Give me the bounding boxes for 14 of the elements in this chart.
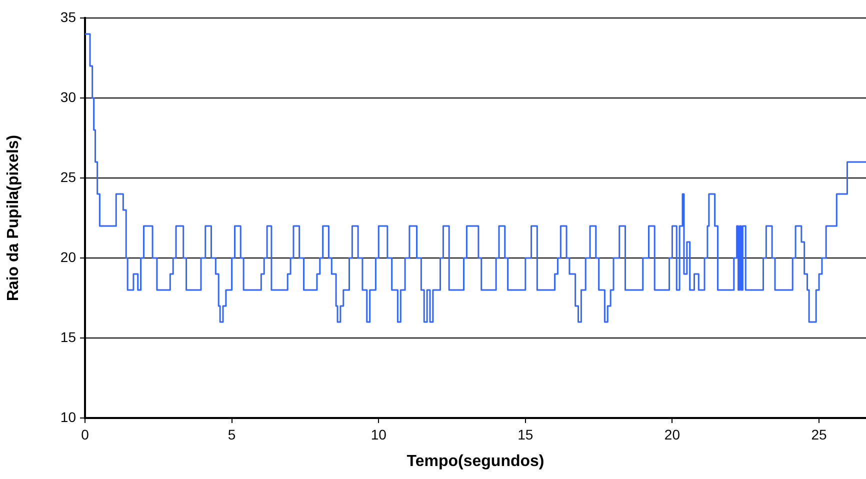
x-tick-label: 0 [81, 426, 90, 442]
y-tick-label: 25 [60, 168, 76, 185]
y-tick-label: 10 [60, 408, 76, 425]
x-tick-label: 20 [664, 426, 680, 442]
y-tick-label: 20 [60, 248, 76, 265]
x-tick-label: 10 [370, 426, 387, 442]
y-tick-label: 15 [60, 328, 76, 345]
y-tick-label: 30 [60, 88, 76, 105]
y-tick-label: 35 [60, 8, 76, 25]
x-axis-title: Tempo(segundos) [406, 452, 544, 470]
x-tick-label: 5 [228, 426, 236, 442]
x-tick-label: 15 [518, 426, 534, 442]
x-tick-label: 25 [811, 426, 828, 442]
y-axis-title: Raio da Pupila(pixels) [5, 134, 22, 302]
